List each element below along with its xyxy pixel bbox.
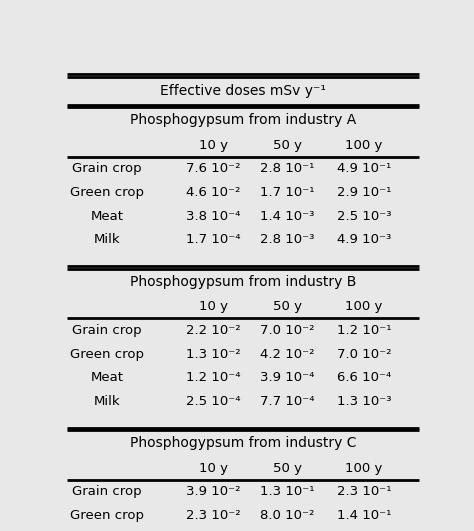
Text: 7.0 10⁻²: 7.0 10⁻² [260,324,314,337]
Text: 100 y: 100 y [346,139,383,151]
Text: Meat: Meat [91,371,124,384]
Text: 1.2 10⁻¹: 1.2 10⁻¹ [337,324,392,337]
Text: 100 y: 100 y [346,300,383,313]
Text: 2.5 10⁻⁴: 2.5 10⁻⁴ [186,395,241,408]
Text: 7.6 10⁻²: 7.6 10⁻² [186,162,241,175]
Text: Grain crop: Grain crop [72,324,142,337]
Text: 2.3 10⁻¹: 2.3 10⁻¹ [337,485,392,498]
Text: 3.9 10⁻⁴: 3.9 10⁻⁴ [260,371,314,384]
Text: 7.7 10⁻⁴: 7.7 10⁻⁴ [260,395,314,408]
Text: Phosphogypsum from industry A: Phosphogypsum from industry A [130,113,356,127]
Text: 10 y: 10 y [199,461,228,475]
Text: Grain crop: Grain crop [72,485,142,498]
Text: 7.0 10⁻²: 7.0 10⁻² [337,347,392,361]
Text: 2.9 10⁻¹: 2.9 10⁻¹ [337,186,392,199]
Text: Meat: Meat [91,210,124,222]
Text: 100 y: 100 y [346,461,383,475]
Text: 2.8 10⁻³: 2.8 10⁻³ [260,234,314,246]
Text: Green crop: Green crop [70,347,144,361]
Text: 4.9 10⁻³: 4.9 10⁻³ [337,234,391,246]
Text: 50 y: 50 y [273,300,301,313]
Text: Green crop: Green crop [70,186,144,199]
Text: 1.7 10⁻¹: 1.7 10⁻¹ [260,186,314,199]
Text: 3.9 10⁻²: 3.9 10⁻² [186,485,241,498]
Text: 8.0 10⁻²: 8.0 10⁻² [260,509,314,522]
Text: 1.3 10⁻³: 1.3 10⁻³ [337,395,392,408]
Text: 1.3 10⁻²: 1.3 10⁻² [186,347,241,361]
Text: Milk: Milk [94,395,120,408]
Text: 6.6 10⁻⁴: 6.6 10⁻⁴ [337,371,391,384]
Text: 1.4 10⁻¹: 1.4 10⁻¹ [337,509,392,522]
Text: 50 y: 50 y [273,461,301,475]
Text: Effective doses mSv y⁻¹: Effective doses mSv y⁻¹ [160,84,326,98]
Text: 2.2 10⁻²: 2.2 10⁻² [186,324,241,337]
Text: 2.3 10⁻²: 2.3 10⁻² [186,509,241,522]
Text: 1.7 10⁻⁴: 1.7 10⁻⁴ [186,234,241,246]
Text: 1.2 10⁻⁴: 1.2 10⁻⁴ [186,371,241,384]
Text: 10 y: 10 y [199,139,228,151]
Text: Phosphogypsum from industry B: Phosphogypsum from industry B [130,275,356,289]
Text: 4.2 10⁻²: 4.2 10⁻² [260,347,314,361]
Text: Grain crop: Grain crop [72,162,142,175]
Text: Milk: Milk [94,234,120,246]
Text: 4.6 10⁻²: 4.6 10⁻² [186,186,241,199]
Text: 3.8 10⁻⁴: 3.8 10⁻⁴ [186,210,241,222]
Text: Phosphogypsum from industry C: Phosphogypsum from industry C [130,436,356,450]
Text: Green crop: Green crop [70,509,144,522]
Text: 10 y: 10 y [199,300,228,313]
Text: 1.4 10⁻³: 1.4 10⁻³ [260,210,314,222]
Text: 50 y: 50 y [273,139,301,151]
Text: 2.5 10⁻³: 2.5 10⁻³ [337,210,392,222]
Text: 1.3 10⁻¹: 1.3 10⁻¹ [260,485,314,498]
Text: 4.9 10⁻¹: 4.9 10⁻¹ [337,162,391,175]
Text: 2.8 10⁻¹: 2.8 10⁻¹ [260,162,314,175]
